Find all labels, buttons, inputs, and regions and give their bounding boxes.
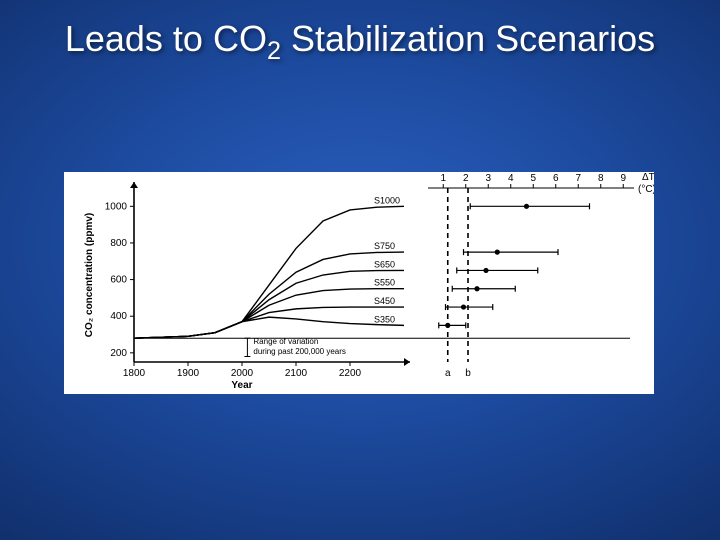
dt-range-mid [524, 204, 529, 209]
dt-range-mid [461, 304, 466, 309]
x-tick-label: 1800 [123, 368, 146, 379]
dt-tick-label: 9 [620, 173, 626, 184]
series-label: S550 [374, 278, 395, 288]
y-tick-label: 600 [110, 275, 127, 286]
series-label: S750 [374, 241, 395, 251]
series-S450 [134, 307, 404, 338]
series-label: S650 [374, 259, 395, 269]
x-tick-label: 2000 [231, 368, 254, 379]
series-S550 [134, 289, 404, 338]
slide-title: Leads to CO2 Stabilization Scenarios [0, 18, 720, 66]
ab-label: a [445, 368, 451, 379]
x-tick-label: 1900 [177, 368, 200, 379]
title-pre: Leads to CO [65, 18, 267, 59]
x-tick-label: 2200 [339, 368, 362, 379]
y-tick-label: 1000 [105, 201, 128, 212]
series-S750 [134, 252, 404, 338]
stabilization-chart: 1800 1900 2000 2100 2200 Year 200 400 600 800 1000… [64, 172, 654, 394]
dt-tick-label: 2 [463, 173, 469, 184]
dt-tick-label: 6 [553, 173, 559, 184]
series-label: S450 [374, 296, 395, 306]
dt-range-mid [483, 268, 488, 273]
dt-range-mid [474, 286, 479, 291]
series-S650 [134, 270, 404, 338]
y-tick-label: 400 [110, 311, 127, 322]
series-S350 [134, 317, 404, 338]
chart-container: 1800 1900 2000 2100 2200 Year 200 400 600 800 1000… [64, 172, 654, 394]
series-S1000 [134, 206, 404, 338]
dt-label: ΔT [642, 172, 654, 183]
y-tick-label: 800 [110, 238, 127, 249]
x-axis-arrow [404, 358, 410, 366]
slide: Leads to CO2 Stabilization Scenarios 180… [0, 0, 720, 540]
dt-tick-label: 5 [530, 173, 536, 184]
title-post: Stabilization Scenarios [281, 18, 655, 59]
y-tick-label: 200 [110, 348, 127, 359]
y-axis-label: CO₂ concentration (ppmv) [84, 213, 95, 337]
dt-range-mid [445, 323, 450, 328]
dt-tick-label: 7 [575, 173, 581, 184]
range-annotation-text: during past 200,000 years [253, 347, 346, 356]
dt-tick-label: 3 [485, 173, 491, 184]
title-sub: 2 [267, 37, 281, 65]
x-axis-label: Year [231, 380, 252, 391]
dt-tick-label: 1 [440, 173, 446, 184]
dt-unit: (°C) [638, 184, 654, 195]
x-tick-label: 2100 [285, 368, 308, 379]
ab-label: b [465, 368, 471, 379]
y-axis-arrow [130, 182, 138, 188]
series-label: S350 [374, 314, 395, 324]
series-label: S1000 [374, 195, 400, 205]
dt-tick-label: 8 [598, 173, 604, 184]
dt-tick-label: 4 [508, 173, 514, 184]
dt-range-mid [495, 250, 500, 255]
